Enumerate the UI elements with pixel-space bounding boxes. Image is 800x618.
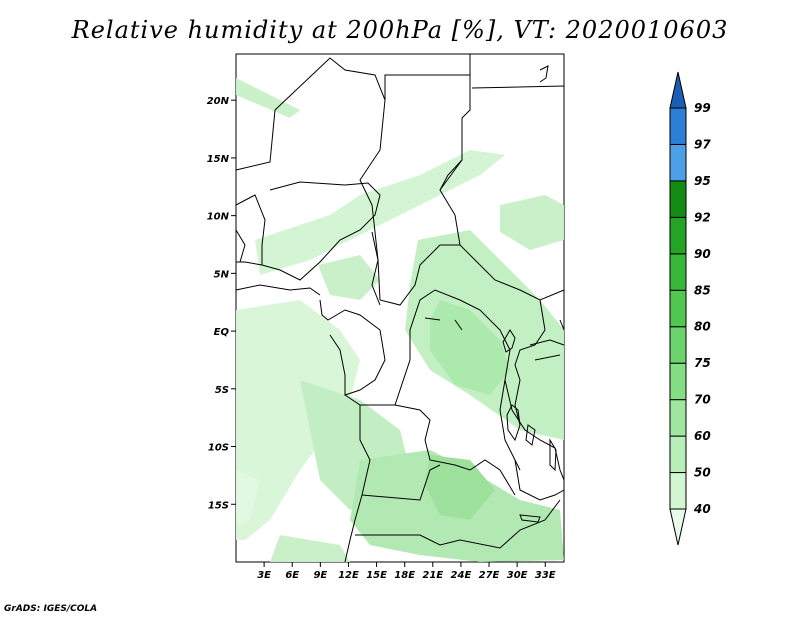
lat-tick-label: 15S [208, 500, 229, 511]
lon-tick-label: 27E [479, 570, 500, 581]
lon-tick-label: 6E [285, 570, 299, 581]
lon-tick-label: 15E [366, 570, 387, 581]
colorbar-level-label: 80 [694, 320, 711, 334]
colorbar-level-label: 97 [694, 137, 711, 151]
lon-tick-label: 21E [422, 570, 443, 581]
country-borders [235, 54, 565, 563]
lon-tick-label: 9E [313, 570, 327, 581]
colorbar: 40 50 60 70 75 80 85 90 92 95 97 99 [669, 71, 711, 546]
colorbar-level-label: 60 [694, 429, 711, 443]
lat-tick-label: 20N [207, 96, 230, 107]
colorbar-band [669, 326, 687, 364]
colorbar-band [669, 289, 687, 328]
colorbar-swatches [669, 71, 687, 546]
colorbar-band [669, 472, 687, 510]
colorbar-level-label: 50 [694, 466, 711, 480]
lat-tick-label: 10N [207, 212, 230, 223]
longitude-axis: 3E 6E 9E 12E 15E 18E 21E 24E 27E 30E 33E [257, 562, 556, 581]
colorbar-level-label: 85 [694, 283, 711, 297]
lat-tick-label: 15N [207, 154, 230, 165]
lat-tick-label: 5N [214, 269, 230, 280]
lon-tick-label: 18E [394, 570, 415, 581]
lat-tick-label: 5S [215, 385, 229, 396]
colorbar-level-label: 95 [694, 174, 711, 188]
colorbar-level-label: 40 [693, 502, 711, 516]
colorbar-band [669, 180, 687, 218]
colorbar-level-label: 70 [694, 393, 711, 407]
lakes [502, 329, 557, 523]
lon-tick-label: 24E [451, 570, 472, 581]
colorbar-band [669, 143, 687, 182]
lon-tick-label: 3E [257, 570, 271, 581]
colorbar-band [669, 362, 687, 401]
lon-tick-label: 33E [535, 570, 556, 581]
colorbar-level-label: 99 [694, 101, 711, 115]
lat-tick-label: 10S [208, 443, 229, 454]
colorbar-labels: 40 50 60 70 75 80 85 90 92 95 97 99 [693, 101, 711, 516]
colorbar-level-label: 75 [694, 356, 711, 370]
humidity-shading [236, 78, 564, 562]
colorbar-band [669, 216, 687, 255]
lat-tick-label: EQ [214, 327, 230, 338]
colorbar-band [669, 107, 687, 145]
colorbar-min-triangle [669, 508, 687, 546]
map-title: Relative humidity at 200hPa [%], VT: 202… [71, 16, 729, 44]
colorbar-band [669, 253, 687, 291]
colorbar-max-triangle [669, 71, 687, 109]
colorbar-band [669, 435, 687, 474]
map-plot-area [235, 53, 565, 563]
lon-tick-label: 12E [338, 570, 359, 581]
credit-label: GrADS: IGES/COLA [4, 604, 98, 614]
latitude-axis: 20N 15N 10N 5N EQ 5S 10S 15S [207, 96, 236, 511]
colorbar-band [669, 399, 687, 437]
colorbar-level-label: 90 [694, 247, 711, 261]
colorbar-level-label: 92 [694, 210, 711, 224]
lon-tick-label: 30E [507, 570, 528, 581]
